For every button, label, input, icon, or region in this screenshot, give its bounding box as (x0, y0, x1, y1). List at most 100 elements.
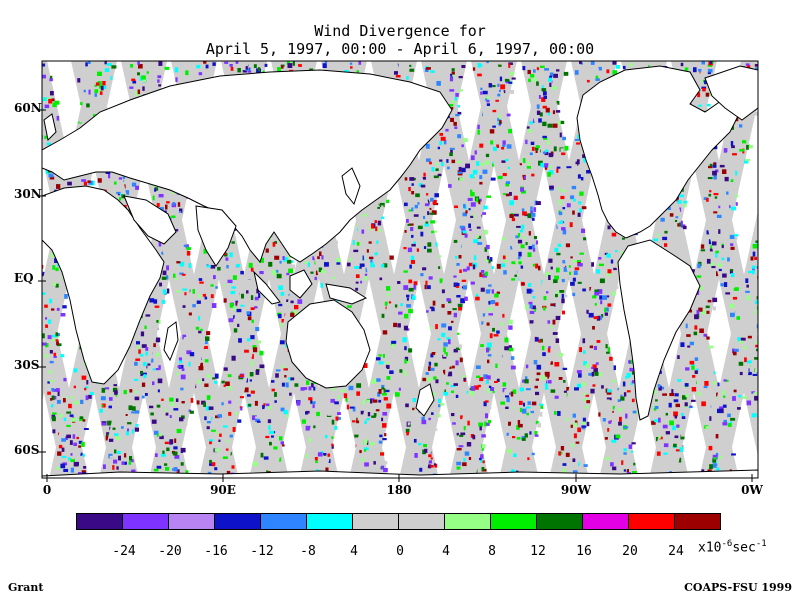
swath-speck (313, 425, 316, 429)
swath-speck (63, 398, 66, 403)
swath-speck (566, 452, 570, 457)
swath-speck (536, 110, 541, 115)
swath-speck (502, 173, 507, 177)
swath-speck (752, 341, 758, 344)
swath-speck (705, 305, 710, 309)
swath-speck (605, 457, 610, 460)
swath-speck (595, 75, 599, 79)
swath-speck (626, 372, 631, 378)
swath-speck (129, 456, 133, 461)
swath-speck (376, 240, 379, 244)
swath-speck (103, 464, 106, 469)
swath-speck (685, 367, 690, 371)
swath-speck (12, 460, 15, 463)
swath-speck (349, 406, 355, 409)
swath-speck (456, 448, 462, 451)
swath-speck (480, 459, 483, 463)
swath-speck (378, 361, 384, 365)
swath-speck (45, 343, 49, 348)
swath-speck (46, 142, 51, 146)
swath-speck (431, 412, 434, 415)
swath-speck (336, 262, 341, 265)
swath-speck (434, 193, 439, 198)
swath-speck (404, 177, 408, 181)
swath-speck (101, 404, 104, 407)
swath-speck (698, 104, 702, 107)
swath-speck (464, 451, 470, 456)
swath-speck (381, 216, 385, 220)
swath-speck (611, 380, 616, 383)
swath-speck (278, 303, 283, 307)
swath-speck (279, 323, 284, 327)
swath-speck (785, 99, 790, 102)
swath-speck (491, 289, 494, 294)
swath-speck (16, 411, 19, 416)
swath-speck (706, 197, 709, 202)
swath-speck (559, 132, 562, 138)
swath-speck (394, 392, 400, 397)
swath-speck (517, 420, 521, 425)
swath-speck (54, 358, 58, 362)
swath-speck (411, 234, 414, 238)
swath-speck (707, 469, 712, 472)
swath-speck (607, 269, 612, 274)
swath-speck (173, 273, 176, 278)
swath-speck (165, 204, 168, 210)
swath-speck (259, 458, 264, 461)
swath-speck (456, 466, 461, 470)
swath-speck (545, 107, 550, 113)
swath-speck (33, 317, 38, 320)
swath-speck (782, 476, 786, 480)
swath-speck (141, 75, 146, 80)
swath-speck (239, 374, 244, 378)
swath-speck (579, 61, 582, 64)
swath-speck (477, 235, 482, 239)
swath-speck (612, 405, 617, 410)
swath-speck (63, 377, 67, 382)
swath-speck (224, 61, 229, 64)
swath-speck (83, 181, 88, 186)
swath-speck (204, 296, 208, 300)
swath-speck (27, 87, 31, 90)
swath-speck (361, 229, 365, 234)
swath-speck (176, 290, 181, 293)
swath-speck (558, 120, 561, 126)
swath-speck (708, 225, 713, 230)
swath-speck (85, 386, 89, 389)
swath-speck (674, 435, 679, 439)
swath-speck (253, 64, 257, 68)
swath-speck (606, 295, 610, 298)
swath-speck (176, 428, 182, 434)
swath-speck (203, 346, 208, 349)
swath-speck (255, 418, 260, 422)
swath-speck (470, 215, 474, 218)
swath-speck (181, 401, 185, 404)
swath-speck (387, 360, 393, 364)
swath-speck (530, 289, 534, 293)
swath-speck (703, 333, 707, 337)
swath-speck (423, 444, 427, 448)
swath-speck (496, 64, 502, 67)
swath-speck (175, 278, 178, 281)
swath-speck (140, 353, 144, 357)
swath-speck (504, 337, 509, 343)
swath-speck (441, 289, 445, 294)
swath-speck (466, 266, 470, 271)
swath-speck (27, 311, 30, 314)
swath-speck (364, 273, 368, 276)
swath-speck (297, 299, 303, 304)
swath-speck (468, 208, 471, 211)
swath-speck (663, 452, 668, 455)
swath-speck (398, 311, 403, 315)
swath-speck (33, 334, 38, 338)
swath-speck (496, 144, 499, 148)
swath-speck (545, 149, 549, 153)
swath-speck (364, 420, 367, 424)
swath-speck (381, 205, 384, 210)
swath-speck (231, 465, 235, 469)
swath-speck (66, 424, 71, 427)
swath-speck (116, 191, 121, 194)
swath-speck (554, 395, 559, 399)
swath-speck (535, 263, 539, 269)
swath-speck (54, 258, 58, 263)
